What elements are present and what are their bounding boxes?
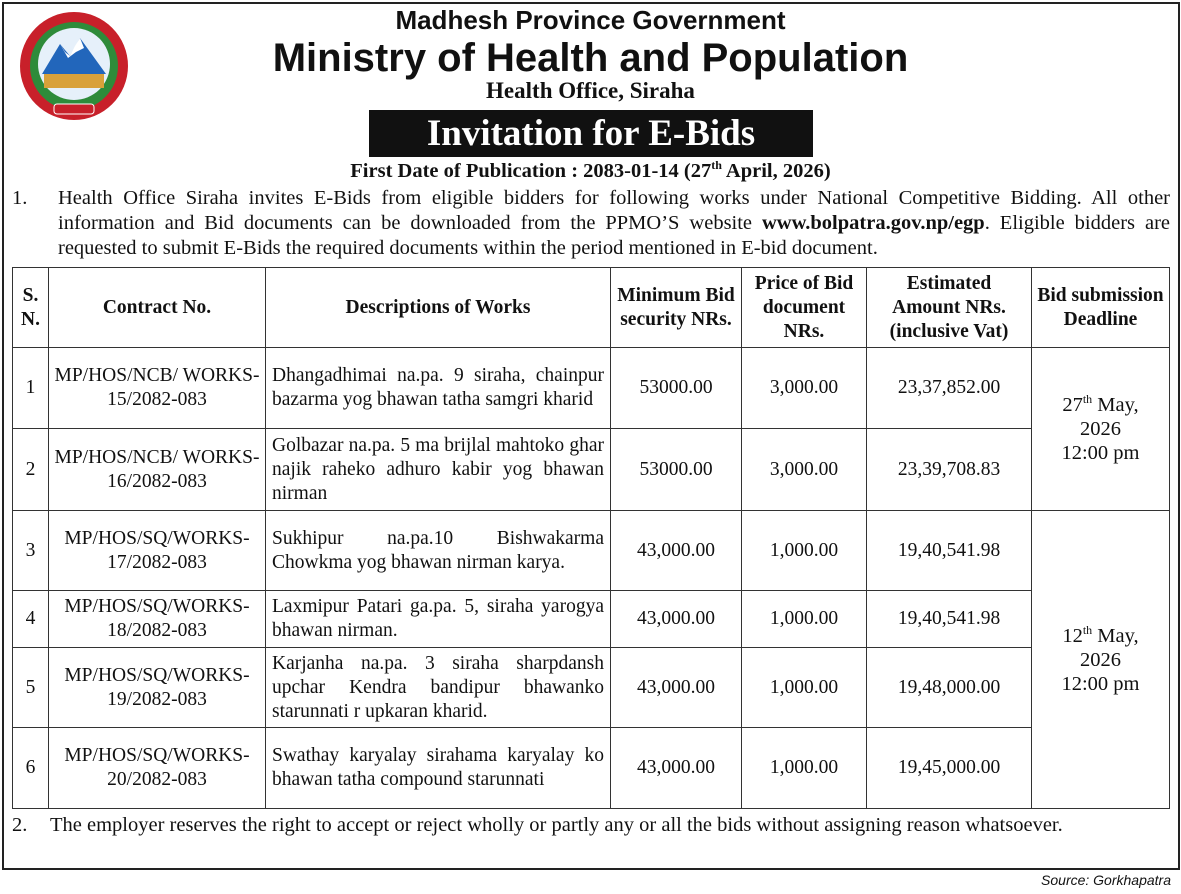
superscript: th (1082, 392, 1093, 407)
document-price: 1,000.00 (741, 647, 867, 728)
contract-number: MP/HOS/SQ/WORKS-18/2082-083 (48, 590, 266, 648)
time: 12:00 pm (1061, 442, 1140, 464)
contract-number: MP/HOS/NCB/ WORKS-16/2082-083 (48, 428, 266, 511)
column-header: Estimated Amount NRs. (inclusive Vat) (866, 267, 1032, 348)
bid-security: 43,000.00 (610, 510, 742, 591)
province: Madhesh Province Government (395, 5, 786, 35)
column-header: S. N. (12, 267, 49, 348)
bid-security: 53000.00 (610, 428, 742, 511)
table-row: 4 MP/HOS/SQ/WORKS-18/2082-083 Laxmipur Pat… (12, 590, 1170, 648)
document-price: 1,000.00 (741, 590, 867, 648)
serial-number: 2 (12, 428, 49, 511)
serial-number: 1 (12, 347, 49, 429)
column-header: Bid submission Deadline (1031, 267, 1170, 348)
table-row: 5 MP/HOS/SQ/WORKS-19/2082-083 Karjanha na.… (12, 647, 1170, 728)
work-description: Laxmipur Patari ga.pa. 5, siraha yarogya… (265, 590, 611, 648)
contract-number: MP/HOS/SQ/WORKS-20/2082-083 (48, 727, 266, 809)
table-row: 6 MP/HOS/SQ/WORKS-20/2082-083 Swathay kary… (12, 727, 1170, 809)
table-row: 1 MP/HOS/NCB/ WORKS-15/2082-083 Dhangadhim… (12, 347, 1170, 511)
estimated-amount: 19,48,000.00 (866, 647, 1032, 728)
year: 2026 (1080, 648, 1121, 671)
deadline: 27th May, 2026 12:00 pm (1031, 347, 1170, 511)
bid-security: 43,000.00 (610, 647, 742, 728)
deadline: 12th May, 2026 12:00 pm (1031, 510, 1170, 809)
serial-number: 5 (12, 647, 49, 728)
table-row: 3 MP/HOS/SQ/WORKS-17/2082-083 Sukhipur na.… (12, 510, 1170, 809)
bid-security: 53000.00 (610, 347, 742, 429)
serial-number: 3 (12, 510, 49, 591)
clause-number: 2. (12, 814, 28, 836)
month: May, (1092, 624, 1139, 647)
bid-table: S. N. Contract No. Descriptions of Works Mi… (12, 267, 1170, 809)
text: . Eligible bidders are requested to subm… (58, 212, 1170, 259)
column-header: Price of Bid document NRs. (741, 267, 867, 348)
bid-security: 43,000.00 (610, 727, 742, 809)
text: April, 2026) (721, 160, 831, 182)
notice-frame (2, 2, 1180, 870)
notice-title: Invitation for E-Bids (369, 110, 813, 157)
source: Source: Gorkhapatra (1041, 872, 1171, 888)
document-price: 1,000.00 (741, 727, 867, 809)
contract-number: MP/HOS/SQ/WORKS-19/2082-083 (48, 647, 266, 728)
contract-number: MP/HOS/NCB/ WORKS-15/2082-083 (48, 347, 266, 429)
work-description: Dhangadhimai na.pa. 9 siraha, chainpur b… (265, 347, 611, 429)
clause-number: 1. (12, 187, 28, 209)
work-description: Sukhipur na.pa.10 Bishwakarma Chowkma yo… (265, 510, 611, 591)
estimated-amount: 19,40,541.98 (866, 590, 1032, 648)
website: www.bolpatra.gov.np/egp (762, 212, 985, 234)
bid-security: 43,000.00 (610, 590, 742, 648)
text: Health Office Siraha invites E-Bids from… (58, 187, 1170, 234)
day: 27 (1062, 394, 1083, 416)
estimated-amount: 23,37,852.00 (866, 347, 1032, 429)
ministry: Ministry of Health and Population (272, 36, 909, 80)
contract-number: MP/HOS/SQ/WORKS-17/2082-083 (48, 510, 266, 591)
serial-number: 6 (12, 727, 49, 809)
superscript: th (1082, 622, 1093, 637)
estimated-amount: 19,40,541.98 (866, 510, 1032, 591)
month: May, (1092, 394, 1139, 416)
time: 12:00 pm (1061, 672, 1140, 695)
estimated-amount: 23,39,708.83 (866, 428, 1032, 511)
work-description: Karjanha na.pa. 3 siraha sharpdansh upch… (265, 647, 611, 728)
column-header: Descriptions of Works (265, 267, 611, 348)
publication-date: First Date of Publication : 2083-01-14 (… (0, 158, 1181, 183)
table-row: 2 MP/HOS/NCB/ WORKS-16/2082-083 Golbazar n… (12, 428, 1170, 511)
office: Health Office, Siraha (486, 78, 695, 103)
document-price: 1,000.00 (741, 510, 867, 591)
superscript: th (711, 158, 722, 173)
clause: The employer reserves the right to accep… (50, 814, 1063, 836)
document-price: 3,000.00 (741, 347, 867, 429)
column-header: Contract No. (48, 267, 266, 348)
work-description: Golbazar na.pa. 5 ma brijlal mahtoko gha… (265, 428, 611, 511)
column-header: Minimum Bid security NRs. (610, 267, 742, 348)
clause: Health Office Siraha invites E-Bids from… (58, 186, 1170, 261)
day: 12 (1062, 624, 1083, 647)
document-price: 3,000.00 (741, 428, 867, 511)
serial-number: 4 (12, 590, 49, 648)
text: First Date of Publication : 2083-01-14 (… (350, 160, 712, 182)
emblem (20, 12, 128, 120)
work-description: Swathay karyalay sirahama karyalay ko bh… (265, 727, 611, 809)
estimated-amount: 19,45,000.00 (866, 727, 1032, 809)
year: 2026 (1080, 418, 1121, 440)
